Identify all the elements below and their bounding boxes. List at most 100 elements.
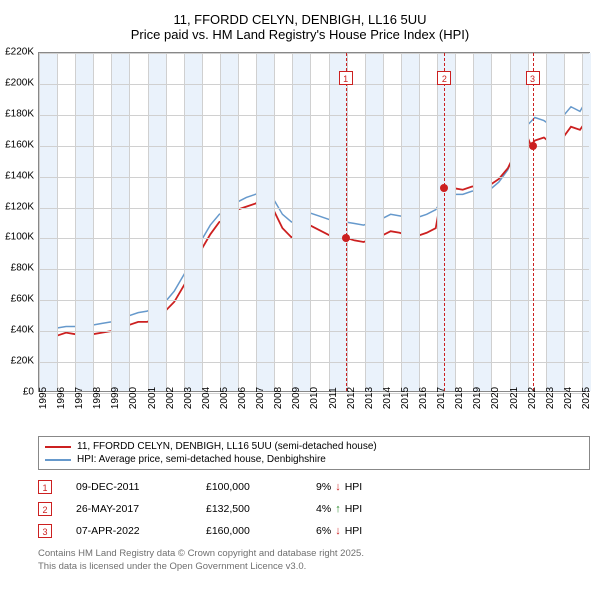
- x-tick-label: 2017: [436, 387, 447, 409]
- grid-line-h: [39, 238, 589, 239]
- x-tick-label: 1997: [74, 387, 85, 409]
- grid-line-v: [528, 53, 529, 391]
- legend: 11, FFORDD CELYN, DENBIGH, LL16 5UU (sem…: [38, 436, 590, 470]
- grid-line-v: [564, 53, 565, 391]
- events-table: 109-DEC-2011£100,0009%↓HPI226-MAY-2017£1…: [38, 476, 590, 542]
- grid-line-v: [437, 53, 438, 391]
- shade-band: [292, 53, 310, 391]
- event-dot: [440, 184, 448, 192]
- events-row: 1 09-DEC-2011£100,0009%↓HPI: [38, 476, 590, 498]
- arrow-up-icon: ↑: [335, 503, 341, 515]
- x-tick-label: 2025: [581, 387, 592, 409]
- x-tick-label: 2015: [400, 387, 411, 409]
- shade-band: [582, 53, 591, 391]
- shade-band: [437, 53, 455, 391]
- shade-band: [184, 53, 202, 391]
- y-tick-label: £60K: [11, 294, 34, 305]
- grid-line-v: [401, 53, 402, 391]
- grid-line-v: [148, 53, 149, 391]
- title-line1: 11, FFORDD CELYN, DENBIGH, LL16 5UU: [10, 12, 590, 27]
- event-delta-pct: 6%: [316, 525, 331, 537]
- event-delta-suffix: HPI: [345, 503, 363, 515]
- shade-band: [401, 53, 419, 391]
- shade-band: [329, 53, 347, 391]
- x-tick-label: 2008: [273, 387, 284, 409]
- grid-line-v: [455, 53, 456, 391]
- plot-area: 123: [38, 52, 590, 392]
- shade-band: [546, 53, 564, 391]
- events-row: 3 07-APR-2022£160,0006% ↓ HPI: [38, 520, 590, 542]
- grid-line-v: [546, 53, 547, 391]
- x-tick-label: 2016: [418, 387, 429, 409]
- event-date: 07-APR-2022: [76, 525, 206, 537]
- shade-band: [75, 53, 93, 391]
- x-tick-label: 2010: [309, 387, 320, 409]
- x-tick-label: 1999: [110, 387, 121, 409]
- x-tick-label: 2002: [165, 387, 176, 409]
- y-tick-label: £180K: [5, 108, 34, 119]
- grid-line-h: [39, 84, 589, 85]
- event-num-box: 2: [38, 502, 52, 516]
- y-axis: £0£20K£40K£60K£80K£100K£120K£140K£160K£1…: [0, 52, 38, 392]
- grid-line-v: [365, 53, 366, 391]
- grid-line-v: [184, 53, 185, 391]
- x-tick-label: 2006: [237, 387, 248, 409]
- legend-row: 11, FFORDD CELYN, DENBIGH, LL16 5UU (sem…: [45, 440, 583, 453]
- event-price: £160,000: [206, 525, 316, 537]
- event-delta: 4%↑HPI: [316, 503, 362, 515]
- grid-line-v: [292, 53, 293, 391]
- x-tick-label: 2000: [128, 387, 139, 409]
- grid-line-h: [39, 115, 589, 116]
- event-price: £132,500: [206, 503, 316, 515]
- grid-line-h: [39, 146, 589, 147]
- event-delta-pct: 9%: [316, 481, 331, 493]
- event-dot: [342, 234, 350, 242]
- shade-band: [510, 53, 528, 391]
- event-num-box: 1: [38, 480, 52, 494]
- y-tick-label: £40K: [11, 325, 34, 336]
- x-tick-label: 2001: [147, 387, 158, 409]
- x-tick-label: 2023: [545, 387, 556, 409]
- legend-swatch: [45, 446, 71, 448]
- x-tick-label: 1998: [92, 387, 103, 409]
- chart-title: 11, FFORDD CELYN, DENBIGH, LL16 5UU Pric…: [0, 0, 600, 48]
- event-delta-suffix: HPI: [345, 525, 363, 537]
- shade-band: [473, 53, 491, 391]
- grid-line-v: [39, 53, 40, 391]
- legend-label: 11, FFORDD CELYN, DENBIGH, LL16 5UU (sem…: [77, 441, 377, 452]
- event-num-box: 3: [38, 524, 52, 538]
- shade-band: [111, 53, 129, 391]
- x-tick-label: 2018: [454, 387, 465, 409]
- grid-line-v: [510, 53, 511, 391]
- title-line2: Price paid vs. HM Land Registry's House …: [10, 27, 590, 42]
- events-row: 226-MAY-2017£132,5004%↑HPI: [38, 498, 590, 520]
- legend-row: HPI: Average price, semi-detached house,…: [45, 453, 583, 466]
- event-delta: 9%↓HPI: [316, 481, 362, 493]
- grid-line-v: [256, 53, 257, 391]
- grid-line-h: [39, 331, 589, 332]
- grid-line-h: [39, 269, 589, 270]
- y-tick-label: £220K: [5, 47, 34, 58]
- shade-band: [148, 53, 166, 391]
- arrow-down-icon: ↓: [335, 525, 341, 537]
- y-tick-label: £160K: [5, 139, 34, 150]
- event-date: 09-DEC-2011: [76, 481, 206, 493]
- legend-swatch: [45, 459, 71, 461]
- y-tick-label: £120K: [5, 201, 34, 212]
- grid-line-v: [329, 53, 330, 391]
- x-tick-label: 2004: [201, 387, 212, 409]
- grid-line-v: [419, 53, 420, 391]
- event-dot: [529, 142, 537, 150]
- x-tick-label: 2012: [346, 387, 357, 409]
- grid-line-v: [383, 53, 384, 391]
- chart-container: 11, FFORDD CELYN, DENBIGH, LL16 5UU Pric…: [0, 0, 600, 574]
- grid-line-v: [129, 53, 130, 391]
- grid-line-v: [220, 53, 221, 391]
- footer: Contains HM Land Registry data © Crown c…: [38, 548, 590, 574]
- event-price: £100,000: [206, 481, 316, 493]
- legend-label: HPI: Average price, semi-detached house,…: [77, 454, 326, 465]
- shade-band: [256, 53, 274, 391]
- x-axis: 1995199619971998199920002001200220032004…: [38, 392, 590, 432]
- grid-line-v: [57, 53, 58, 391]
- grid-line-h: [39, 300, 589, 301]
